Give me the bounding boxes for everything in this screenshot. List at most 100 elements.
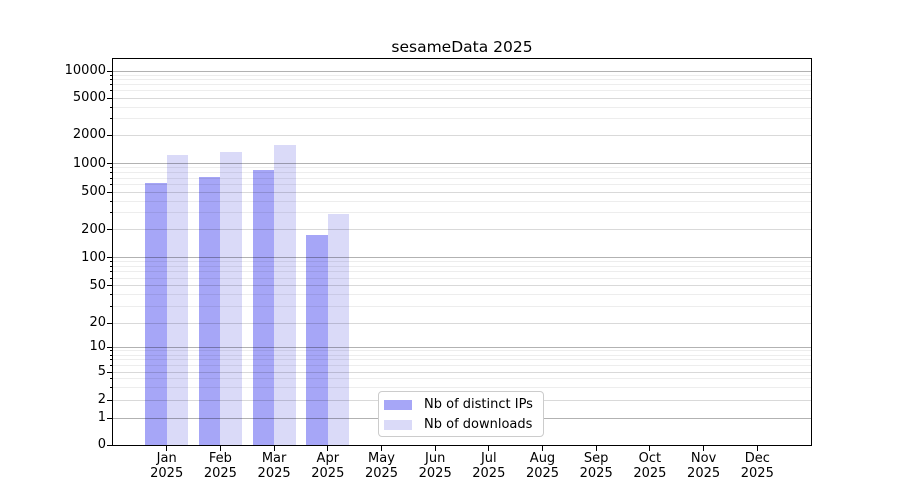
y-tick-mark [107,229,113,230]
x-tick-mark [703,446,705,451]
bar-nb-of-downloads-apr-2025 [327,213,350,445]
y-tick-mark [107,191,113,193]
gridline-500 [113,191,811,193]
legend-row-distinct-ips: Nb of distinct IPs [379,395,543,415]
gridline-9 [113,350,811,352]
y-minor-tick-mark [110,212,113,214]
y-tick-label-1: 1 [97,410,106,425]
y-minor-tick-mark [110,90,113,92]
gridline-7000 [113,84,811,86]
y-minor-tick-mark [110,106,113,108]
gridline-1000 [113,163,811,164]
y-tick-mark [107,285,113,286]
y-minor-tick-mark [110,387,113,389]
gridline-2000 [113,134,811,136]
x-tick-mark [166,446,168,451]
x-tick-label-sep-2025: Sep 2025 [579,451,613,481]
y-minor-tick-mark [110,350,113,352]
gridline-30 [113,305,811,307]
y-tick-mark [107,257,113,258]
y-tick-mark [107,134,113,136]
y-tick-label-2: 2 [97,392,106,407]
y-tick-mark [107,97,113,99]
y-tick-mark [107,417,113,419]
gridline-80 [113,266,811,267]
y-tick-label-5: 5 [97,364,106,379]
gridline-600 [113,184,811,185]
y-tick-label-500: 500 [81,184,106,199]
y-tick-label-100: 100 [81,249,106,265]
y-minor-tick-mark [110,177,113,179]
y-minor-tick-mark [110,364,113,366]
x-tick-mark [542,446,543,451]
y-minor-tick-mark [110,184,113,185]
x-tick-mark [273,446,275,451]
y-tick-label-20: 20 [89,315,106,330]
gridline-40 [113,294,811,296]
y-minor-tick-mark [110,271,113,273]
gridline-4000 [113,106,811,108]
plot-area [112,58,812,446]
y-minor-tick-mark [110,118,113,120]
y-minor-tick-mark [110,74,113,76]
y-minor-tick-mark [110,172,113,174]
gridline-9000 [113,74,811,76]
gridline-4 [113,378,811,380]
y-tick-mark [107,444,113,446]
y-minor-tick-mark [110,354,113,356]
gridlines-layer [113,59,811,445]
gridline-7 [113,359,811,361]
x-tick-mark [649,446,651,451]
gridline-5 [113,371,811,373]
y-tick-mark [107,322,113,324]
y-tick-mark [107,70,113,72]
x-tick-mark [756,446,758,451]
legend: Nb of distinct IPs Nb of downloads [378,391,544,437]
y-tick-label-50: 50 [89,277,106,293]
y-minor-tick-mark [110,261,113,263]
y-tick-label-5000: 5000 [72,90,106,105]
x-tick-label-nov-2025: Nov 2025 [687,451,721,481]
legend-label-downloads: Nb of downloads [424,417,533,432]
gridline-10 [113,346,811,348]
y-minor-tick-mark [110,200,113,202]
x-tick-mark [381,446,382,451]
y-tick-label-200: 200 [81,221,106,237]
gridline-20 [113,322,811,324]
gridline-6000 [113,90,811,92]
y-tick-mark [107,163,113,164]
y-minor-tick-mark [110,79,113,81]
gridline-90 [113,261,811,263]
y-tick-mark [107,371,113,373]
bars-layer [113,59,811,445]
y-minor-tick-mark [110,359,113,361]
gridline-6 [113,364,811,366]
gridline-10000 [113,70,811,72]
gridline-400 [113,200,811,202]
x-tick-label-aug-2025: Aug 2025 [525,451,560,481]
y-tick-label-10: 10 [89,339,106,354]
x-tick-label-may-2025: May 2025 [364,451,399,481]
x-tick-label-feb-2025: Feb 2025 [203,451,237,481]
y-minor-tick-mark [110,277,113,279]
x-tick-label-jun-2025: Jun 2025 [418,451,452,481]
bar-nb-of-downloads-jan-2025 [166,155,189,445]
y-minor-tick-mark [110,266,113,267]
y-tick-mark [107,346,113,348]
bar-nb-of-distinct-ips-feb-2025 [198,177,221,445]
chart-title: sesameData 2025 [391,38,533,56]
legend-label-distinct-ips: Nb of distinct IPs [424,397,533,412]
y-minor-tick-mark [110,378,113,380]
x-tick-label-jan-2025: Jan 2025 [150,451,184,481]
x-tick-mark [595,446,597,451]
gridline-300 [113,212,811,214]
gridline-3000 [113,118,811,120]
y-minor-tick-mark [110,167,113,169]
y-tick-label-2000: 2000 [72,127,106,142]
gridline-200 [113,229,811,230]
y-tick-label-10000: 10000 [64,63,106,78]
gridline-5000 [113,97,811,99]
gridline-700 [113,177,811,179]
legend-row-downloads: Nb of downloads [379,415,543,435]
